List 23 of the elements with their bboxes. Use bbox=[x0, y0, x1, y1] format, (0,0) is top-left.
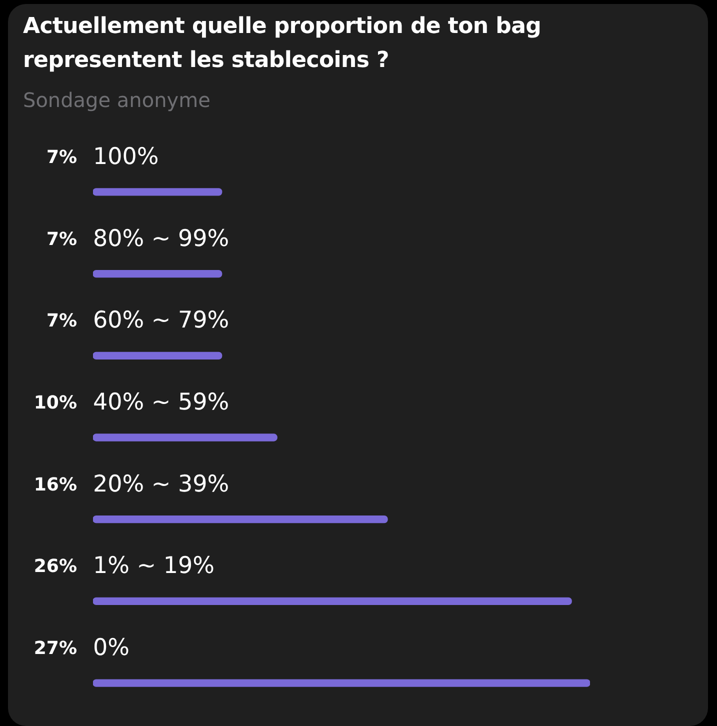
bar bbox=[93, 352, 222, 360]
bar bbox=[93, 188, 222, 196]
y-tick-label: 80% ~ 99% bbox=[93, 226, 230, 252]
data-label: 16% bbox=[34, 474, 77, 496]
data-label: 10% bbox=[34, 392, 77, 414]
y-tick-label: 40% ~ 59% bbox=[93, 390, 230, 416]
y-tick-label: 100% bbox=[93, 144, 159, 170]
bar bbox=[93, 597, 572, 606]
data-label: 26% bbox=[34, 556, 77, 578]
y-tick-label: 1% ~ 19% bbox=[93, 553, 215, 580]
chart-subtitle: Sondage anonyme bbox=[23, 88, 210, 112]
bar bbox=[93, 679, 590, 687]
chart-title: Actuellement quelle proportion de ton bag representent les stablecoins ? bbox=[23, 13, 542, 75]
data-label: 7% bbox=[46, 146, 77, 168]
data-label: 7% bbox=[46, 228, 77, 250]
bar bbox=[93, 516, 388, 524]
bar bbox=[93, 270, 222, 278]
y-tick-label: 60% ~ 79% bbox=[93, 308, 230, 334]
bar bbox=[93, 434, 278, 442]
data-label: 7% bbox=[46, 310, 77, 332]
data-label: 27% bbox=[34, 638, 77, 660]
y-tick-label: 20% ~ 39% bbox=[93, 471, 230, 498]
y-tick-label: 0% bbox=[93, 635, 130, 662]
